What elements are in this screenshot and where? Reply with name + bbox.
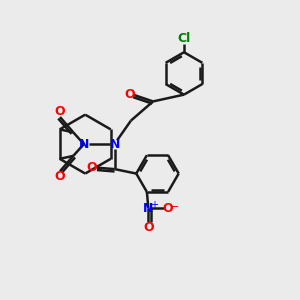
Text: N: N [110,138,120,151]
Text: −: − [169,202,179,212]
Text: N: N [142,202,153,214]
Text: O: O [86,161,97,174]
Text: O: O [55,170,65,183]
Text: O: O [163,202,173,214]
Text: +: + [150,200,158,210]
Text: O: O [124,88,134,101]
Text: O: O [55,105,65,118]
Text: O: O [143,221,154,234]
Text: Cl: Cl [177,32,190,45]
Text: N: N [79,138,89,151]
